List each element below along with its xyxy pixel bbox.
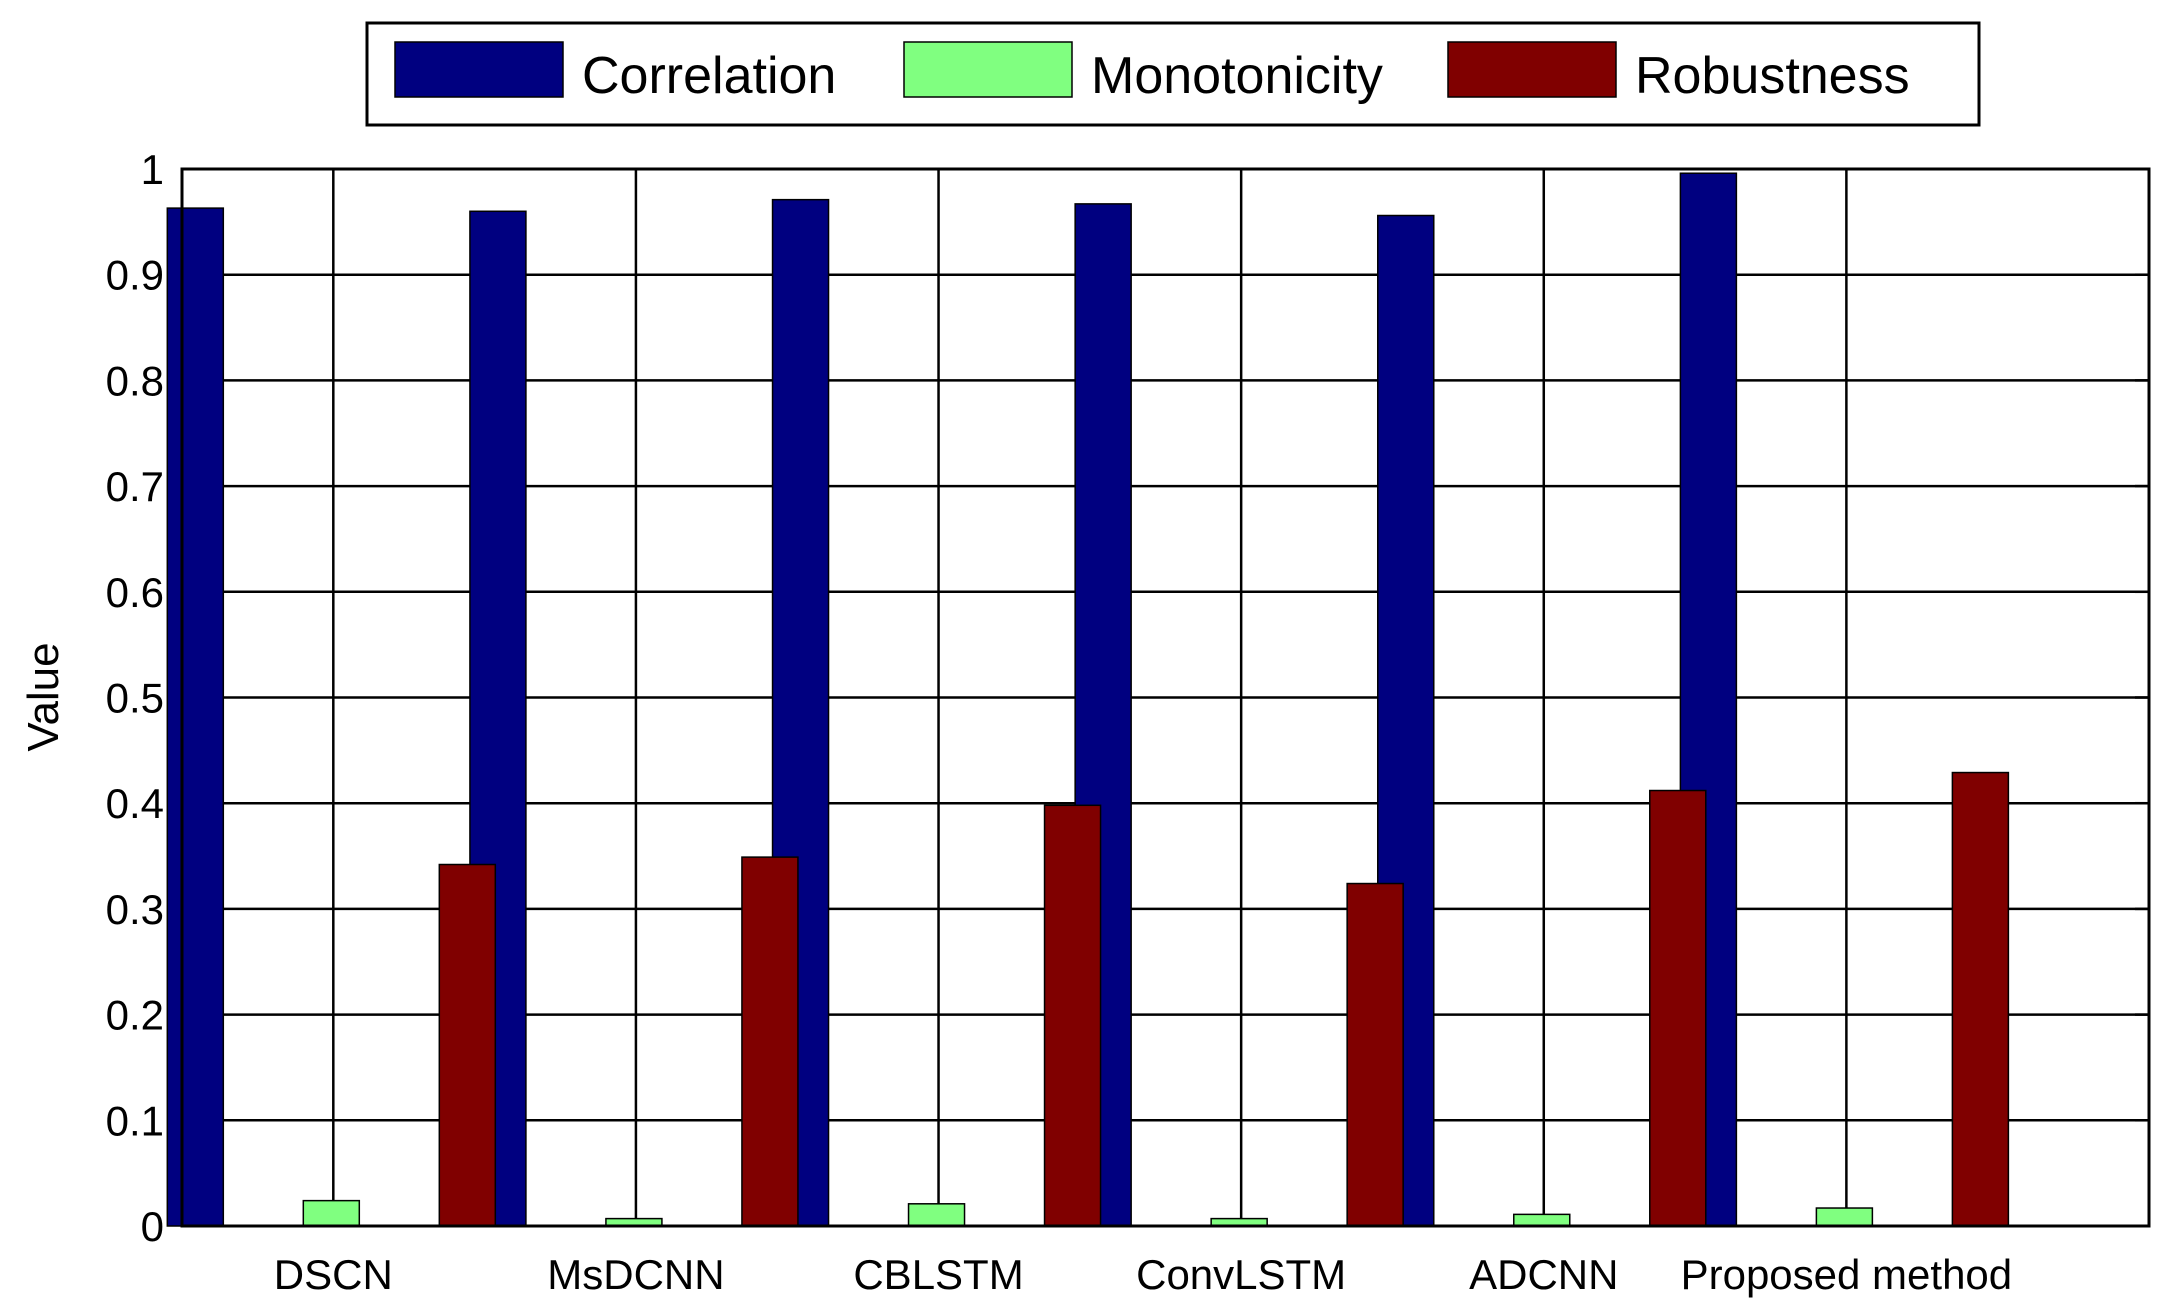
bar-monotonicity-proposed-method (1815, 1207, 1874, 1227)
x-tick-label-convlstm: ConvLSTM (1136, 1251, 1346, 1298)
x-tick-label-proposed-method: Proposed method (1681, 1251, 2013, 1298)
vertical-gridlines (332, 169, 1848, 1226)
legend-swatch-monotonicity (903, 41, 1073, 98)
bar-correlation-dscn (166, 207, 225, 1227)
x-tick-label-cblstm: CBLSTM (853, 1251, 1023, 1298)
y-tick-label: 0.6 (106, 569, 164, 616)
bar-monotonicity-dscn (302, 1199, 361, 1227)
y-tick-label: 0.4 (106, 780, 164, 827)
legend-swatch-correlation (394, 41, 564, 98)
y-axis: 0 0.1 0.2 0.3 0.4 0.5 0.6 0.7 0.8 0.9 1 (106, 146, 2149, 1250)
y-tick-label: 0.2 (106, 992, 164, 1039)
y-tick-label: 1 (141, 146, 164, 193)
y-tick-label: 0.8 (106, 357, 164, 404)
legend-label-robustness: Robustness (1635, 47, 1910, 105)
y-tick-label: 0 (141, 1203, 164, 1250)
y-tick-label: 0.5 (106, 675, 164, 722)
plot-area (166, 167, 2151, 1228)
y-axis-label: Value (19, 642, 68, 751)
legend-swatch-robustness (1447, 41, 1617, 98)
legend-box (365, 21, 1981, 127)
bar-robustness-msdcnn (741, 856, 799, 1227)
bar-robustness-convlstm (1346, 882, 1404, 1227)
bar-robustness-cblstm (1043, 804, 1102, 1227)
y-tick-label: 0.9 (106, 252, 164, 299)
bar-robustness-proposed-method (1951, 771, 2010, 1227)
y-tick-label: 0.7 (106, 463, 164, 510)
bar-robustness-adcnn (1649, 789, 1707, 1227)
legend-label-correlation: Correlation (582, 47, 836, 105)
legend-label-monotonicity: Monotonicity (1091, 47, 1383, 105)
x-tick-label-msdcnn: MsDCNN (547, 1251, 724, 1298)
x-axis: DSCN MsDCNN CBLSTM ConvLSTM ADCNN Proposed me… (274, 1251, 2012, 1298)
bars (166, 172, 2010, 1227)
legend: Correlation Monotonicity Robustness (365, 21, 1981, 127)
x-tick-label-adcnn: ADCNN (1469, 1251, 1618, 1298)
legend-items: Correlation Monotonicity Robustness (394, 41, 1910, 105)
y-tick-label: 0.1 (106, 1097, 164, 1144)
bar-monotonicity-adcnn (1513, 1213, 1571, 1227)
bar-monotonicity-cblstm (907, 1203, 966, 1227)
bar-robustness-dscn (438, 863, 497, 1227)
y-tick-label: 0.3 (106, 886, 164, 933)
x-tick-label-dscn: DSCN (274, 1251, 393, 1298)
